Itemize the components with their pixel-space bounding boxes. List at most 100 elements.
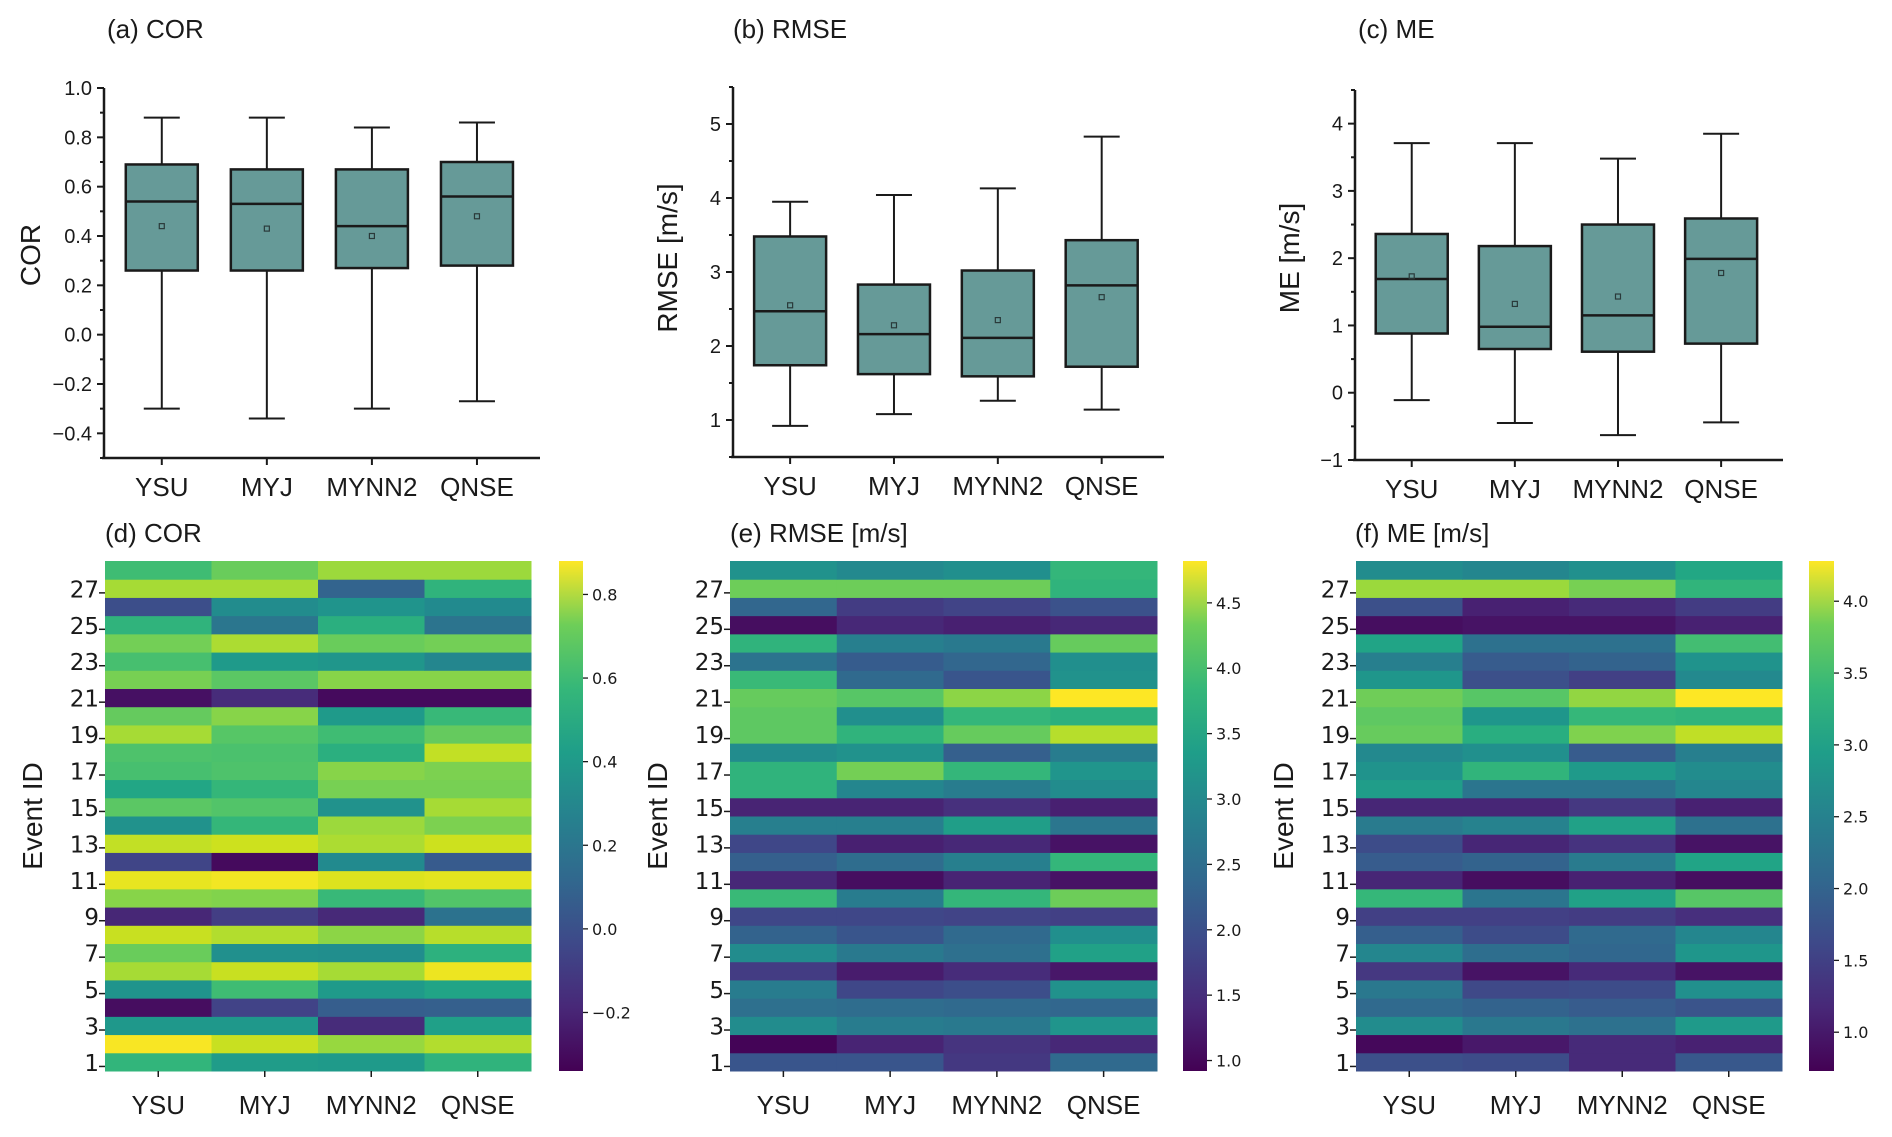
y-tick-label: 11 [70,869,99,895]
heatmap-cell [1675,943,1783,963]
heatmap-cell [1675,743,1783,762]
x-tick-label: MYJ [1490,1090,1542,1120]
y-tick-label: 7 [1335,942,1350,968]
heatmap-cell [1675,1016,1783,1036]
mean-marker [263,225,270,232]
y-tick-label: 25 [695,614,724,640]
box-ysu [1374,142,1449,402]
heatmap-cell [1356,979,1463,999]
heatmap-cell [730,761,838,781]
heatmap-cell [943,561,1051,580]
heatmap-panel-me: (f) ME [m/s] Event ID 135791113151719212… [1268,518,1868,1120]
heatmap-cell [836,852,944,872]
heatmap-cell [1675,979,1783,999]
y-tick-label: 4 [710,188,721,210]
heatmap-cell [1356,561,1463,580]
heatmap-cell [1356,615,1463,635]
heatmap-cell [318,706,425,726]
heatmap-cell [424,652,532,671]
y-tick-label: 23 [695,650,724,676]
mean-marker [890,322,898,329]
heatmap-cell [1569,925,1676,944]
heatmap-cell [943,1034,1051,1054]
heatmap-cells [1356,561,1783,1072]
iqr-box [960,269,1036,378]
heatmap-cell [943,852,1051,872]
heatmap-cell [1356,633,1463,653]
heatmap-cell [105,852,212,872]
heatmap-cell [836,561,944,580]
heatmap-cell [105,998,212,1017]
heatmap-cell [1675,633,1783,653]
heatmap-cell [1462,961,1570,981]
heatmap-cell [105,761,212,781]
heatmap-cell [1675,852,1783,872]
heatmap-cell [318,743,425,762]
heatmap-cell [424,1052,532,1072]
heatmap-cell [836,779,944,799]
heatmap-cell [105,652,212,671]
heatmap-cell [836,1052,944,1072]
heatmap-cell [105,925,212,944]
heatmap-cell [1569,834,1676,853]
heatmap-cell [1462,761,1570,781]
box-myj [1477,142,1553,424]
heatmap-cell [1675,706,1783,726]
heatmap-cell [318,888,425,908]
heatmap-cell [105,688,212,708]
heatmap-cell [1050,633,1158,653]
y-axis-label: Event ID [642,762,673,869]
y-tick-label: 3 [84,1014,99,1040]
heatmap-cell [1356,597,1463,617]
heatmap-cell [318,688,425,708]
y-tick-label: 13 [70,832,99,858]
heatmap-cell [1675,797,1783,817]
x-tick-label: MYJ [868,471,920,501]
y-tick-label: 27 [1321,577,1350,603]
heatmap-cell [836,1034,944,1054]
heatmap-cell [1675,670,1783,689]
heatmap-cell [1569,561,1676,580]
colorbar-tick-label: 3.5 [1843,664,1868,683]
heatmap-cell [1675,779,1783,799]
heatmap-cell [318,797,425,817]
heatmap-cell [1569,852,1676,872]
mean-marker [1718,269,1725,277]
y-tick-label: 9 [84,905,99,931]
colorbar-tick-label: 3.0 [1216,790,1241,809]
x-tick-label: YSU [132,1090,185,1120]
heatmap-cell [836,834,944,853]
heatmap-cell [1356,652,1463,671]
y-tick-label: 21 [695,687,724,713]
x-tick-label: YSU [757,1090,810,1120]
heatmap-cell [1569,615,1676,635]
x-tick-label: QNSE [1684,474,1758,504]
heatmap-cell [1675,1052,1783,1072]
panel-title: (a) COR [107,14,204,44]
heatmap-cell [318,1016,425,1036]
heatmap-cell [836,761,944,781]
heatmap-cell [318,724,425,744]
y-tick-label: 4 [1332,114,1343,136]
heatmap-cell [318,979,425,999]
box-myj [856,194,932,416]
heatmap-cell [211,706,319,726]
y-axis-label: COR [15,224,46,286]
x-tick-label: YSU [1383,1090,1436,1120]
heatmap-cell [1356,797,1463,817]
heatmap-cell [943,797,1051,817]
y-tick-label: 17 [695,759,724,785]
heatmap-cell [836,743,944,762]
iqr-box [124,163,200,272]
heatmap-cell [211,834,319,853]
colorbar: 1.0 1.5 2.0 2.5 3.0 3.5 4.0 [1809,561,1868,1071]
y-tick-label: 1 [710,410,721,432]
heatmap-panel-cor: (d) COR Event ID 13579111315171921232527… [17,518,631,1120]
heatmap-cell [943,925,1051,944]
heatmap-cell [424,961,532,981]
x-tick-label: QNSE [1065,471,1139,501]
heatmap-cell [105,706,212,726]
heatmap-cell [318,561,425,580]
heatmap-cell [211,1016,319,1036]
